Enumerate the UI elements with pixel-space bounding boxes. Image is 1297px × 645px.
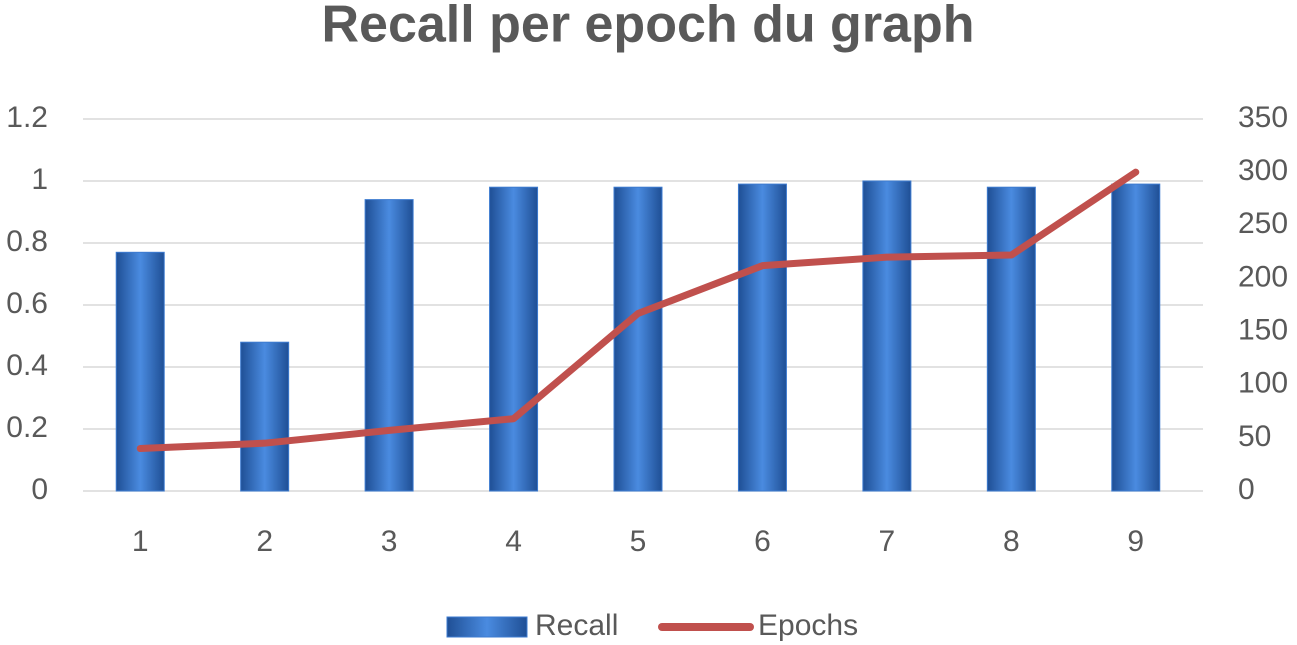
x-tick-label: 2 (256, 525, 273, 558)
x-tick-label: 8 (1003, 525, 1020, 558)
x-tick-label: 9 (1127, 525, 1144, 558)
y2-tick-label: 150 (1238, 313, 1288, 346)
legend-swatch (446, 616, 528, 638)
line-series (136, 168, 1140, 452)
y2-tick-label: 300 (1238, 154, 1288, 187)
bar (364, 199, 414, 492)
y2-tick-label: 250 (1238, 207, 1288, 240)
bar (737, 183, 787, 492)
bar (986, 186, 1036, 492)
y-tick-label: 0.8 (6, 225, 48, 258)
x-tick-label: 1 (132, 525, 149, 558)
y2-tick-label: 50 (1238, 420, 1271, 453)
x-tick-label: 7 (879, 525, 896, 558)
y2-tick-label: 0 (1238, 473, 1255, 506)
y2-tick-label: 100 (1238, 367, 1288, 400)
x-tick-label: 3 (381, 525, 398, 558)
y-tick-label: 0.2 (6, 411, 48, 444)
y2-tick-label: 350 (1238, 101, 1288, 134)
x-tick-label: 5 (630, 525, 647, 558)
legend-label: Epochs (758, 609, 858, 642)
y-tick-label: 0.6 (6, 287, 48, 320)
bar (1111, 183, 1161, 492)
y-tick-label: 1 (31, 163, 48, 196)
y-tick-label: 0.4 (6, 349, 48, 382)
chart-title: Recall per epoch du graph (321, 0, 974, 54)
bar (489, 186, 539, 492)
x-tick-label: 4 (505, 525, 522, 558)
y2-tick-label: 200 (1238, 260, 1288, 293)
bar (240, 341, 290, 492)
bar (115, 251, 165, 492)
bar (613, 186, 663, 492)
bar (862, 180, 912, 492)
y-tick-label: 1.2 (6, 101, 48, 134)
x-tick-label: 6 (754, 525, 771, 558)
legend-label: Recall (535, 609, 618, 642)
y-tick-label: 0 (31, 473, 48, 506)
